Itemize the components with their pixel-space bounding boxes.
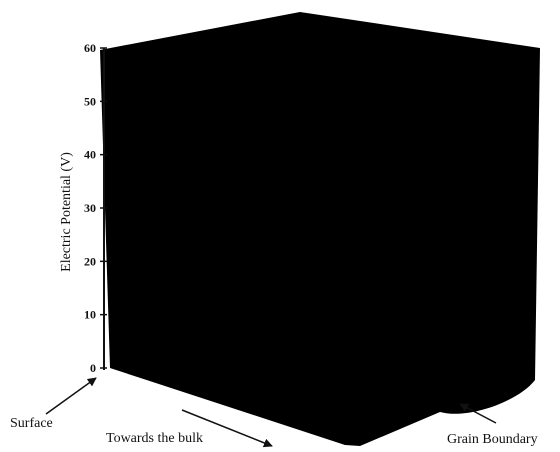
z-tick-label: 60	[84, 41, 96, 55]
annotation-towards-bulk: Towards the bulk	[106, 431, 203, 446]
z-tick-label: 0	[90, 361, 96, 375]
arrow-surface	[45, 377, 97, 415]
annotation-surface: Surface	[10, 416, 53, 431]
z-tick-label: 20	[84, 254, 96, 268]
z-axis-label: Electric Potential (V)	[59, 152, 74, 272]
z-tick-label: 10	[84, 308, 96, 322]
z-tick-label: 30	[84, 201, 96, 215]
z-axis-ticks: 0 10 20 30 40 50 60	[84, 41, 107, 375]
z-tick-label: 40	[84, 148, 96, 162]
z-tick-label: 50	[84, 94, 96, 108]
arrow-grain-boundary	[459, 403, 497, 424]
arrow-towards-bulk	[181, 409, 273, 448]
annotation-grain-boundary: Grain Boundary	[447, 432, 538, 447]
surface-volume	[100, 12, 540, 446]
